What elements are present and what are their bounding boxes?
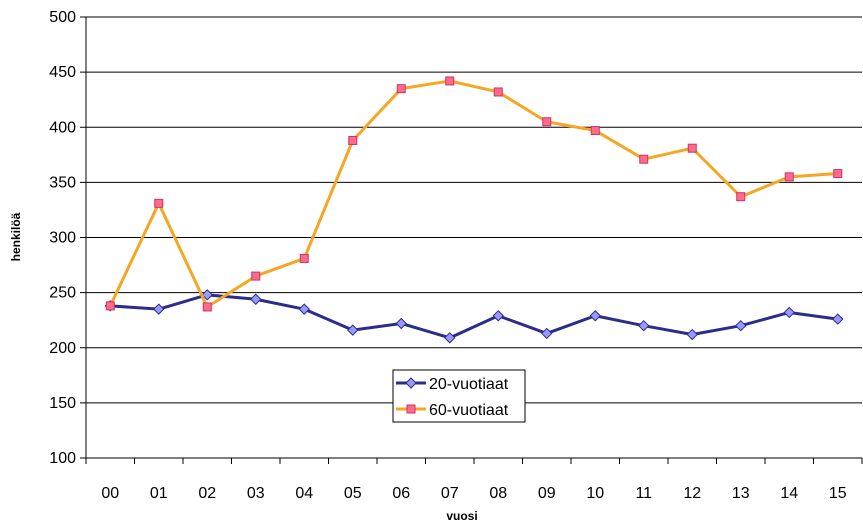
data-point: [832, 313, 844, 325]
data-point: [492, 310, 504, 322]
x-tick-label: 03: [247, 485, 265, 502]
y-tick-label: 250: [49, 285, 76, 302]
y-tick-label: 400: [49, 119, 76, 136]
data-point: [687, 143, 697, 153]
x-tick-label: 09: [538, 485, 556, 502]
x-tick-labels: 00 01 02 03 04 05 06 07 08 09 10 11 12 13 14 15: [101, 485, 846, 502]
data-point: [735, 319, 747, 332]
data-point: [493, 87, 503, 97]
x-tick-label: 02: [198, 485, 216, 502]
data-point: [638, 319, 650, 332]
legend-marker: [405, 377, 417, 389]
data-point: [639, 154, 649, 164]
data-point: [833, 169, 843, 179]
y-tick-label: 300: [49, 230, 76, 247]
y-tick-labels: 100 150 200 250 300 350 400 450 500: [49, 9, 76, 467]
data-point: [250, 293, 262, 305]
axes: [80, 16, 863, 464]
x-tick-label: 00: [101, 485, 119, 502]
x-tick-label: 11: [635, 485, 652, 502]
x-tick-label: 12: [683, 485, 701, 502]
data-point: [299, 253, 309, 263]
y-tick-label: 450: [49, 64, 76, 81]
data-point: [686, 328, 698, 341]
y-tick-label: 350: [49, 174, 76, 191]
data-point: [395, 317, 407, 330]
y-tick-label: 150: [49, 395, 76, 412]
x-axis-title: vuosi: [446, 509, 477, 523]
legend-marker: [406, 404, 416, 414]
data-point: [201, 289, 213, 301]
data-point: [541, 327, 553, 340]
gridlines: [86, 16, 862, 404]
data-point: [542, 117, 552, 127]
data-point: [251, 271, 261, 281]
x-tick-label: 10: [586, 485, 604, 502]
x-tick-label: 14: [780, 485, 798, 502]
legend-label: 20-vuotiaat: [429, 376, 509, 393]
y-tick-label: 500: [49, 9, 76, 26]
data-point: [154, 198, 164, 208]
series-60-vuotiaat: [105, 76, 843, 312]
legend-entry: 60-vuotiaat: [396, 402, 509, 419]
legend: 20-vuotiaat 60-vuotiaat: [392, 369, 526, 423]
x-tick-label: 13: [732, 485, 750, 502]
data-point: [298, 303, 310, 315]
data-point: [347, 324, 359, 336]
x-tick-label: 07: [441, 485, 459, 502]
data-point: [784, 172, 794, 182]
y-axis-title: henkilöä: [9, 212, 23, 261]
data-point: [202, 302, 212, 312]
data-point: [589, 310, 601, 322]
x-tick-label: 08: [489, 485, 507, 502]
data-point: [783, 306, 795, 319]
x-tick-label: 04: [295, 485, 313, 502]
data-point: [736, 192, 746, 202]
series-line: [108, 79, 838, 309]
data-point: [348, 135, 358, 145]
data-point: [105, 301, 115, 311]
legend-label: 60-vuotiaat: [429, 402, 509, 419]
x-tick-label: 15: [829, 485, 847, 502]
x-tick-label: 06: [392, 485, 410, 502]
series-20-vuotiaat: [104, 289, 844, 344]
x-tick-label: 01: [150, 485, 168, 502]
data-point: [153, 303, 165, 315]
data-point: [590, 126, 600, 136]
series-line: [110, 293, 838, 340]
data-point: [445, 76, 455, 86]
series: [104, 76, 844, 344]
y-tick-label: 200: [49, 340, 76, 357]
y-tick-label: 100: [49, 450, 76, 467]
legend-entry: 20-vuotiaat: [396, 376, 509, 393]
data-point: [396, 84, 406, 94]
x-tick-label: 05: [344, 485, 362, 502]
data-point: [444, 332, 456, 344]
